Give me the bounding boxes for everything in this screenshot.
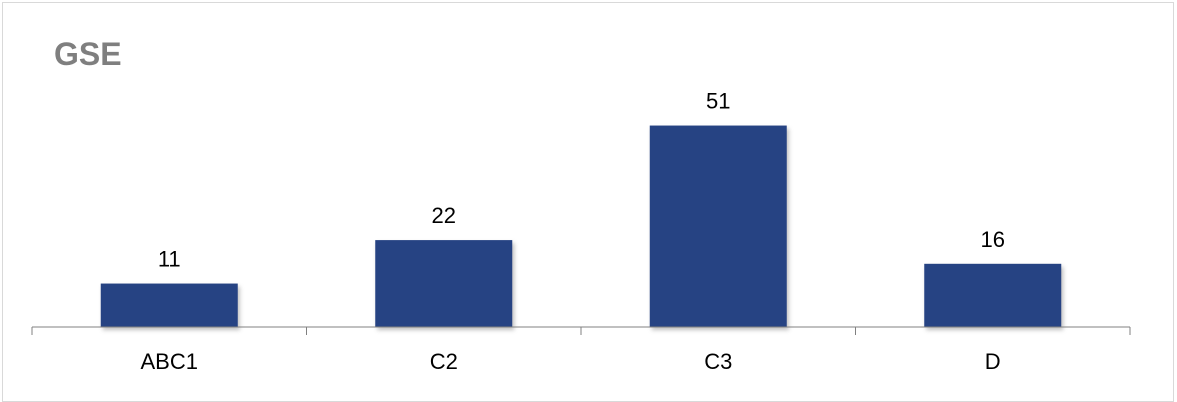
bar-c2 bbox=[375, 240, 513, 327]
bar-abc1 bbox=[100, 283, 238, 327]
x-axis: ABC1 C2 C3 D bbox=[31, 326, 1131, 374]
data-label-c3: 51 bbox=[706, 89, 730, 114]
chart-title: GSE bbox=[54, 36, 122, 72]
data-label-c2: 22 bbox=[432, 203, 456, 228]
bar-chart: 11 22 51 16 ABC1 C2 C3 D bbox=[31, 89, 1131, 374]
x-tick-label-abc1: ABC1 bbox=[141, 349, 198, 374]
data-label-abc1: 11 bbox=[158, 247, 181, 272]
x-tick-label-d: D bbox=[985, 349, 1001, 374]
x-tick-label-c3: C3 bbox=[704, 349, 732, 374]
bar-d bbox=[924, 263, 1062, 327]
data-labels-layer: 11 22 51 16 bbox=[158, 89, 1005, 272]
x-tick-label-c2: C2 bbox=[430, 349, 458, 374]
bars-layer bbox=[100, 125, 1062, 327]
data-label-d: 16 bbox=[981, 227, 1005, 252]
bar-c3 bbox=[649, 125, 787, 327]
